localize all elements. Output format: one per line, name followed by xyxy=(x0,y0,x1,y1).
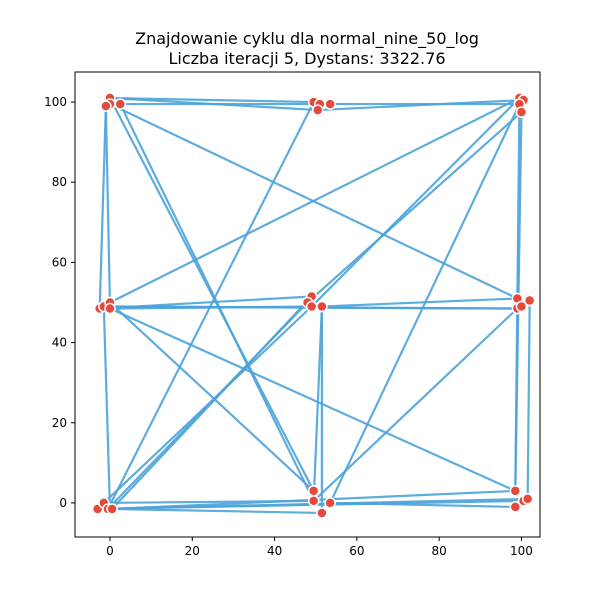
y-tick-label: 0 xyxy=(59,496,67,510)
y-tick-label: 60 xyxy=(52,255,67,269)
tour-segment xyxy=(329,102,521,505)
plot-frame xyxy=(74,71,541,538)
tour-segment xyxy=(320,297,519,308)
x-tick-label: 20 xyxy=(185,544,200,558)
tour-segment xyxy=(104,104,112,308)
x-tick-label: 40 xyxy=(267,544,282,558)
tour-segment xyxy=(102,305,112,511)
tour-segment xyxy=(108,96,315,493)
axes: 0 20 40 60 80 100 0 20 40 60 80 100 xyxy=(44,95,533,558)
data-point xyxy=(114,98,127,110)
tour-segment xyxy=(119,102,315,503)
data-point xyxy=(515,106,528,118)
data-point xyxy=(324,98,336,110)
data-point xyxy=(104,302,116,315)
tour-segment xyxy=(306,110,523,304)
data-points xyxy=(91,92,536,519)
tour-segment xyxy=(110,295,313,511)
x-tick-label: 100 xyxy=(510,544,533,558)
tour-segment xyxy=(106,100,315,511)
data-point xyxy=(307,495,320,507)
data-point xyxy=(523,294,536,307)
data-point xyxy=(307,485,320,497)
tour-segment xyxy=(108,307,517,493)
tour-segment xyxy=(108,96,315,104)
data-point xyxy=(324,497,336,509)
x-tick-label: 0 xyxy=(106,544,114,558)
tour-segment xyxy=(310,96,521,308)
data-point xyxy=(312,104,324,116)
tour-segment xyxy=(108,301,315,493)
x-tick-label: 60 xyxy=(349,544,364,558)
y-tick-label: 100 xyxy=(44,95,67,109)
data-point xyxy=(521,493,534,505)
tour-segment xyxy=(312,307,519,503)
tour-segment xyxy=(98,104,107,310)
tour-segment xyxy=(108,507,324,515)
data-point xyxy=(509,485,522,497)
tour-segment xyxy=(312,305,324,503)
y-tick-label: 20 xyxy=(52,416,67,430)
tour-segment xyxy=(526,299,531,501)
tour-segment xyxy=(102,305,313,505)
chart-title: Znajdowanie cyklu dla normal_nine_50_log xyxy=(135,29,479,49)
data-point xyxy=(509,501,522,513)
y-tick-label: 80 xyxy=(52,175,67,189)
data-point xyxy=(106,503,118,515)
data-point xyxy=(515,300,528,313)
data-point xyxy=(316,507,328,519)
tour-segment xyxy=(329,501,517,509)
data-point xyxy=(100,100,112,112)
y-tick-label: 40 xyxy=(52,336,67,350)
x-tick-label: 80 xyxy=(432,544,447,558)
data-point xyxy=(305,300,318,313)
chart-subtitle: Liczba iteracji 5, Dystans: 3322.76 xyxy=(169,49,446,68)
data-point xyxy=(316,300,328,313)
tour-segment xyxy=(108,96,521,304)
